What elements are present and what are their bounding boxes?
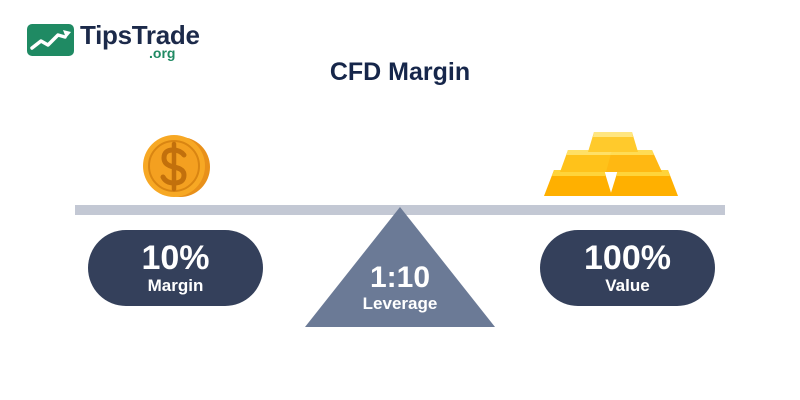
- leverage-value: 1:10: [369, 261, 431, 294]
- logo-name: TipsTrade: [80, 20, 200, 50]
- gold-bars-icon: [540, 128, 682, 200]
- value-percent: 100%: [584, 239, 671, 277]
- logo-suffix: .org: [149, 45, 176, 61]
- trend-chart-icon: [27, 24, 74, 56]
- leverage-label-group: 1:10 Leverage: [330, 262, 470, 314]
- page-title: CFD Margin: [329, 58, 471, 86]
- fulcrum-triangle: [305, 207, 495, 327]
- leverage-label: Leverage: [362, 294, 438, 313]
- value-pill: 100% Value: [540, 230, 715, 306]
- margin-label: Margin: [147, 276, 204, 295]
- tipstrade-logo[interactable]: TipsTrade .org: [27, 20, 200, 61]
- margin-pill: 10% Margin: [88, 230, 263, 306]
- margin-value: 10%: [141, 239, 210, 277]
- value-label: Value: [605, 276, 650, 295]
- dollar-coin-icon: [138, 130, 214, 202]
